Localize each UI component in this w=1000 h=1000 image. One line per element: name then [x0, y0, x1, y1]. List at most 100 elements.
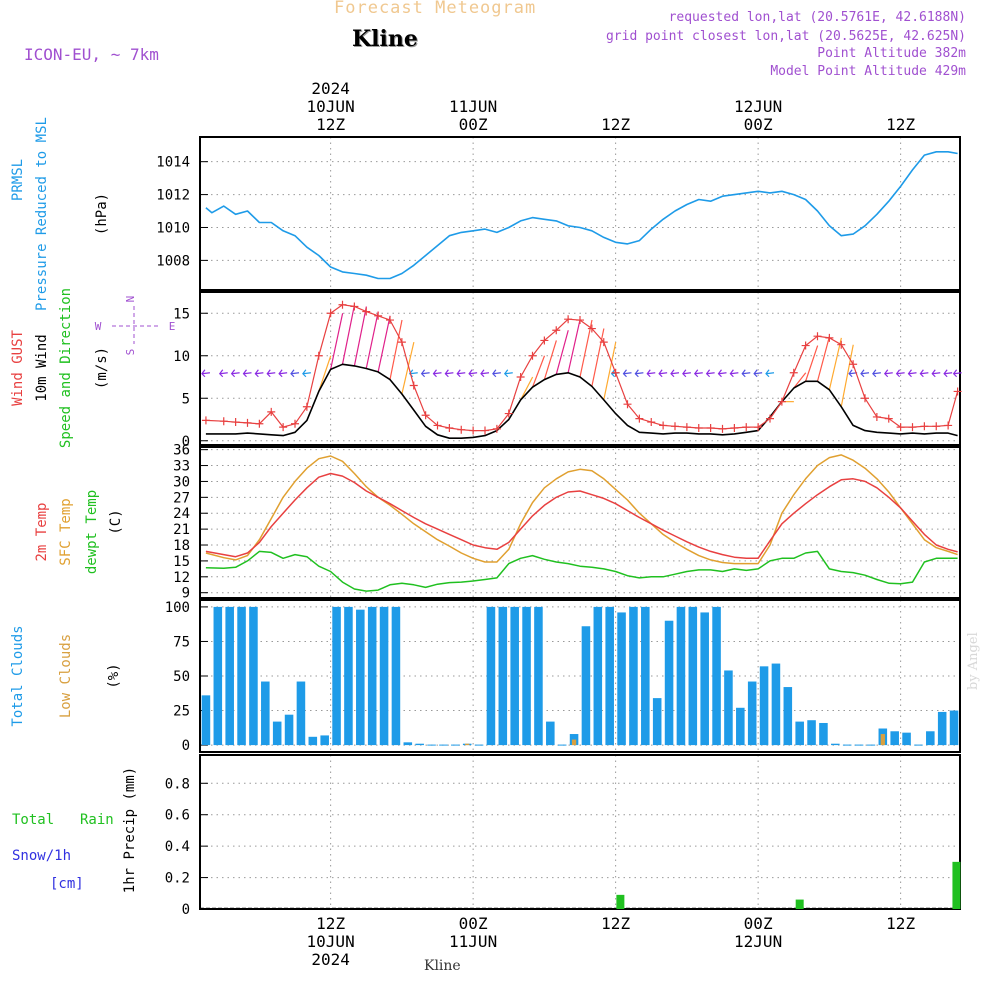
series-line-wind-gust — [205, 304, 959, 432]
wind-arrow — [754, 372, 763, 375]
wind-hatch — [330, 313, 344, 370]
cloud-bar-total — [344, 606, 353, 746]
requested-coords: requested lon,lat (20.5761E, 42.6188N) — [668, 10, 966, 25]
gust-marker — [861, 394, 869, 403]
time-label-top: 10JUN — [307, 97, 355, 116]
cloud-bar-total — [712, 606, 721, 746]
wind-arrow — [765, 372, 775, 375]
series-line-dewpoint — [205, 550, 958, 592]
panel-label-snow: Snow/1h — [12, 848, 71, 864]
cloud-bar-total — [415, 743, 424, 746]
gust-marker — [766, 414, 774, 423]
wind-arrow — [920, 372, 929, 375]
gust-marker — [742, 423, 751, 432]
wind-arrow — [231, 372, 240, 375]
wind-arrow-head — [420, 369, 426, 378]
cloud-bar-total — [391, 606, 401, 746]
wind-arrow — [433, 372, 442, 375]
cloud-bar-total — [213, 606, 223, 746]
panel-label-speed-direction: Speed and Direction — [58, 288, 74, 448]
panel-label-precip-mm: 1hr Precip (mm) — [122, 767, 138, 893]
precip-bar-rain — [616, 894, 625, 909]
y-tick-label: 15 — [173, 554, 190, 570]
wind-hatch — [816, 336, 831, 382]
wind-arrow-head — [610, 369, 616, 378]
wind-arrow — [706, 372, 715, 375]
cloud-bar-total — [249, 606, 258, 746]
cloud-bar-total — [534, 606, 543, 746]
wind-arrow-head — [432, 369, 437, 378]
wind-hatch — [389, 319, 403, 380]
panel-frame-wind — [199, 291, 961, 446]
time-label-top: 12Z — [601, 115, 630, 134]
panel-label-percent: (%) — [106, 663, 122, 688]
gust-marker — [932, 422, 941, 431]
wind-arrow-head — [765, 369, 770, 378]
time-label-top: 12Z — [316, 115, 345, 134]
y-tick-label: 25 — [173, 704, 190, 720]
gust-marker — [457, 425, 466, 434]
cloud-bar-total — [807, 720, 816, 746]
y-tick-label: 0.2 — [165, 871, 190, 887]
wind-arrow-head — [848, 369, 853, 378]
y-tick-label: 0 — [182, 738, 190, 754]
gust-marker — [837, 340, 846, 349]
wind-arrow — [742, 372, 751, 375]
time-label-bottom: 10JUN — [307, 932, 355, 951]
y-tick-label: 0.4 — [165, 839, 190, 855]
cloud-bar-low — [571, 739, 577, 746]
wind-arrow — [457, 372, 466, 375]
wind-arrow-head — [254, 369, 259, 378]
y-tick-label: 0 — [182, 902, 190, 918]
gust-marker — [552, 326, 561, 335]
gust-marker — [231, 418, 240, 427]
y-tick-label: 9 — [182, 586, 190, 602]
series-line-sfc-temp — [205, 454, 958, 565]
time-label-top: 00Z — [744, 115, 773, 134]
gust-marker — [219, 417, 228, 426]
gust-marker — [279, 423, 288, 432]
cloud-bar-low — [880, 734, 885, 746]
wind-arrow — [944, 372, 953, 375]
wind-hatch — [603, 342, 617, 401]
cloud-bar-total — [926, 731, 935, 746]
gust-marker — [611, 368, 620, 377]
gust-marker — [374, 311, 383, 320]
cloud-bar-total — [652, 698, 662, 746]
cloud-bar-total — [296, 681, 306, 746]
precip-bar-rain — [795, 899, 804, 909]
wind-arrow — [647, 372, 656, 375]
gust-marker — [754, 423, 763, 432]
wind-arrow-head — [883, 369, 889, 378]
grid-point-coords: grid point closest lon,lat (20.5625E, 42… — [605, 29, 966, 44]
y-tick-label: 1012 — [156, 188, 190, 204]
time-label-bottom: 11JUN — [449, 932, 497, 951]
cloud-bar-total — [486, 606, 496, 746]
cloud-bar-total — [320, 735, 329, 746]
gust-marker — [326, 309, 335, 318]
cloud-bar-total — [201, 695, 211, 746]
cloud-bar-total — [617, 612, 626, 746]
series-line-prmsl — [205, 151, 958, 280]
gust-marker — [920, 422, 929, 431]
cloud-bar-total — [261, 681, 270, 746]
gust-marker — [267, 407, 276, 416]
wind-hatch — [555, 330, 569, 375]
wind-hatch — [401, 342, 415, 395]
wind-arrow-head — [480, 369, 485, 378]
cloud-bar-total — [593, 606, 603, 746]
gust-marker — [433, 421, 442, 430]
panel-label-dewpt-temp: dewpt Temp — [84, 490, 100, 574]
panel-label-pressure-msl: Pressure Reduced to MSL — [34, 117, 50, 311]
cloud-bar-total — [771, 663, 781, 746]
wind-arrow-head — [278, 369, 283, 378]
wind-arrow-head — [693, 369, 699, 378]
panel-frame-temperature — [199, 446, 961, 599]
wind-hatch — [377, 315, 391, 373]
gust-marker — [635, 414, 644, 423]
wind-hatch — [520, 376, 534, 401]
time-label-top: 11JUN — [449, 97, 497, 116]
cloud-bar-total — [546, 721, 555, 746]
time-label-bottom: 12Z — [886, 914, 915, 933]
cloud-bar-total — [890, 731, 899, 746]
